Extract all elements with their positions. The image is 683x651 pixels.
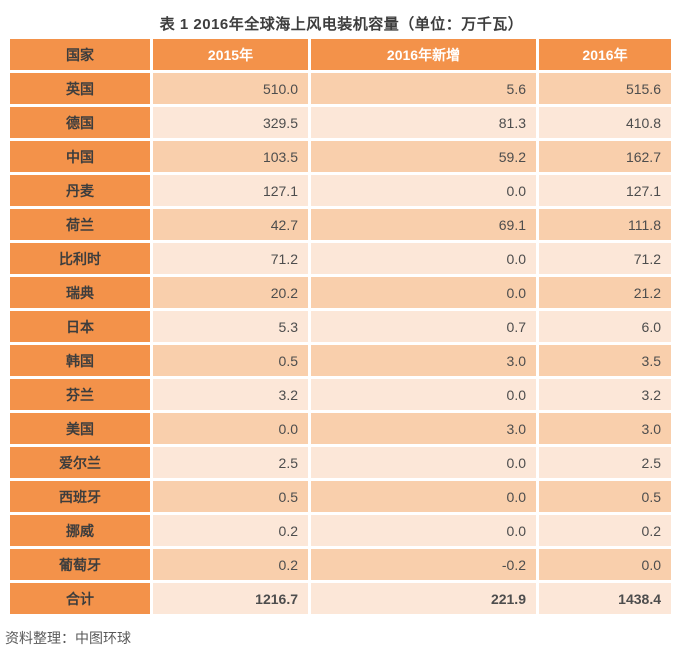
column-header-2016-added: 2016年新增	[311, 39, 536, 70]
table-row: 中国 103.5 59.2 162.7	[10, 141, 671, 172]
country-cell: 瑞典	[10, 277, 150, 308]
value-cell: 0.0	[311, 243, 536, 274]
value-cell: 0.0	[311, 481, 536, 512]
value-cell: 0.2	[539, 515, 671, 546]
value-cell: 0.2	[153, 549, 308, 580]
value-cell: 0.0	[311, 447, 536, 478]
value-cell: 3.5	[539, 345, 671, 376]
country-cell: 德国	[10, 107, 150, 138]
country-cell: 中国	[10, 141, 150, 172]
table-row: 爱尔兰 2.5 0.0 2.5	[10, 447, 671, 478]
country-cell: 韩国	[10, 345, 150, 376]
value-cell: 3.0	[311, 413, 536, 444]
value-cell: 21.2	[539, 277, 671, 308]
value-cell: 221.9	[311, 583, 536, 614]
table-row: 比利时 71.2 0.0 71.2	[10, 243, 671, 274]
value-cell: 0.5	[539, 481, 671, 512]
table-row: 瑞典 20.2 0.0 21.2	[10, 277, 671, 308]
value-cell: 0.5	[153, 345, 308, 376]
country-cell: 葡萄牙	[10, 549, 150, 580]
value-cell: 2.5	[539, 447, 671, 478]
value-cell: 0.0	[311, 277, 536, 308]
country-cell: 西班牙	[10, 481, 150, 512]
table-row: 葡萄牙 0.2 -0.2 0.0	[10, 549, 671, 580]
value-cell: 71.2	[153, 243, 308, 274]
value-cell: 42.7	[153, 209, 308, 240]
value-cell: 20.2	[153, 277, 308, 308]
table-title: 表 1 2016年全球海上风电装机容量（单位：万千瓦）	[159, 16, 524, 33]
value-cell: 3.2	[539, 379, 671, 410]
table-row: 德国 329.5 81.3 410.8	[10, 107, 671, 138]
table-row: 日本 5.3 0.7 6.0	[10, 311, 671, 342]
column-header-country: 国家	[10, 39, 150, 70]
value-cell: 3.0	[311, 345, 536, 376]
value-cell: 0.7	[311, 311, 536, 342]
value-cell: 0.0	[311, 175, 536, 206]
value-cell: 0.0	[539, 549, 671, 580]
capacity-table: 国家 2015年 2016年新增 2016年 英国 510.0 5.6 515.6 德国…	[7, 36, 674, 617]
country-cell: 英国	[10, 73, 150, 104]
value-cell: 0.5	[153, 481, 308, 512]
value-cell: 3.0	[539, 413, 671, 444]
column-header-2016: 2016年	[539, 39, 671, 70]
value-cell: 329.5	[153, 107, 308, 138]
value-cell: 1438.4	[539, 583, 671, 614]
value-cell: 59.2	[311, 141, 536, 172]
value-cell: 127.1	[539, 175, 671, 206]
value-cell: 71.2	[539, 243, 671, 274]
value-cell: 1216.7	[153, 583, 308, 614]
value-cell: 2.5	[153, 447, 308, 478]
source-note: 资料整理：中图环球	[5, 630, 131, 646]
value-cell: 103.5	[153, 141, 308, 172]
table-row: 韩国 0.5 3.0 3.5	[10, 345, 671, 376]
value-cell: 0.0	[153, 413, 308, 444]
country-cell: 日本	[10, 311, 150, 342]
country-cell: 挪威	[10, 515, 150, 546]
total-row: 合计 1216.7 221.9 1438.4	[10, 583, 671, 614]
value-cell: 3.2	[153, 379, 308, 410]
table-row: 美国 0.0 3.0 3.0	[10, 413, 671, 444]
value-cell: 5.3	[153, 311, 308, 342]
country-cell: 荷兰	[10, 209, 150, 240]
table-row: 芬兰 3.2 0.0 3.2	[10, 379, 671, 410]
value-cell: 515.6	[539, 73, 671, 104]
table-row: 丹麦 127.1 0.0 127.1	[10, 175, 671, 206]
value-cell: 5.6	[311, 73, 536, 104]
value-cell: 0.0	[311, 515, 536, 546]
country-cell: 丹麦	[10, 175, 150, 206]
value-cell: 111.8	[539, 209, 671, 240]
value-cell: -0.2	[311, 549, 536, 580]
table-row: 西班牙 0.5 0.0 0.5	[10, 481, 671, 512]
value-cell: 162.7	[539, 141, 671, 172]
country-cell: 美国	[10, 413, 150, 444]
table-row: 挪威 0.2 0.0 0.2	[10, 515, 671, 546]
header-row: 国家 2015年 2016年新增 2016年	[10, 39, 671, 70]
column-header-2015: 2015年	[153, 39, 308, 70]
country-cell: 芬兰	[10, 379, 150, 410]
table-row: 荷兰 42.7 69.1 111.8	[10, 209, 671, 240]
total-label-cell: 合计	[10, 583, 150, 614]
value-cell: 69.1	[311, 209, 536, 240]
table-row: 英国 510.0 5.6 515.6	[10, 73, 671, 104]
value-cell: 410.8	[539, 107, 671, 138]
value-cell: 81.3	[311, 107, 536, 138]
value-cell: 127.1	[153, 175, 308, 206]
value-cell: 0.2	[153, 515, 308, 546]
country-cell: 比利时	[10, 243, 150, 274]
value-cell: 0.0	[311, 379, 536, 410]
value-cell: 510.0	[153, 73, 308, 104]
country-cell: 爱尔兰	[10, 447, 150, 478]
value-cell: 6.0	[539, 311, 671, 342]
